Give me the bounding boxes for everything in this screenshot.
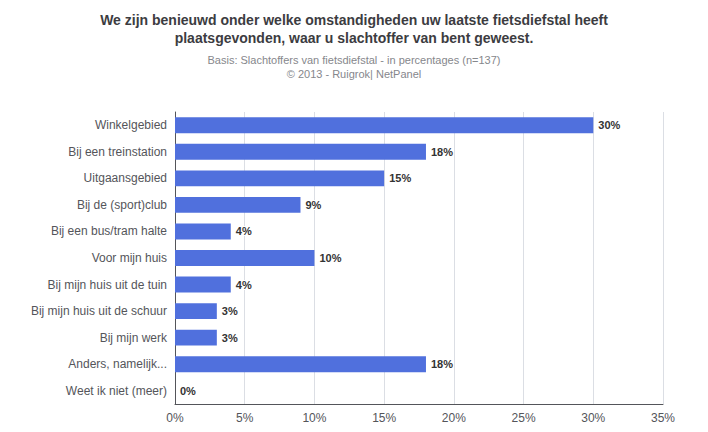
svg-text:5%: 5% [236,411,254,425]
svg-text:3%: 3% [222,305,238,317]
svg-text:Weet ik niet (meer): Weet ik niet (meer) [66,384,167,398]
svg-text:18%: 18% [431,358,453,370]
svg-text:Winkelgebied: Winkelgebied [95,118,167,132]
svg-text:4%: 4% [236,225,252,237]
svg-text:Bij mijn werk: Bij mijn werk [100,331,168,345]
svg-text:20%: 20% [442,411,466,425]
svg-text:0%: 0% [180,385,196,397]
svg-text:0%: 0% [166,411,184,425]
svg-text:35%: 35% [651,411,675,425]
svg-text:Uitgaansgebied: Uitgaansgebied [84,171,167,185]
svg-text:Bij mijn huis uit de schuur: Bij mijn huis uit de schuur [31,304,167,318]
svg-text:18%: 18% [431,146,453,158]
svg-text:Bij een bus/tram halte: Bij een bus/tram halte [51,224,167,238]
svg-text:10%: 10% [302,411,326,425]
svg-text:10%: 10% [319,252,341,264]
svg-text:3%: 3% [222,332,238,344]
svg-text:9%: 9% [305,199,321,211]
svg-text:Bij mijn huis uit de tuin: Bij mijn huis uit de tuin [48,278,167,292]
svg-text:30%: 30% [581,411,605,425]
svg-text:4%: 4% [236,279,252,291]
svg-text:Bij een treinstation: Bij een treinstation [68,145,167,159]
svg-text:30%: 30% [598,119,620,131]
svg-text:We zijn benieuwd onder welke o: We zijn benieuwd onder welke omstandighe… [100,12,608,28]
svg-text:Voor mijn huis: Voor mijn huis [92,251,167,265]
svg-text:© 2013 - Ruigrok| NetPanel: © 2013 - Ruigrok| NetPanel [287,68,421,80]
svg-text:plaatsgevonden, waar u slachto: plaatsgevonden, waar u slachtoffer van b… [175,30,534,46]
svg-text:Basis: Slachtoffers van fietsd: Basis: Slachtoffers van fietsdiefstal - … [208,54,501,66]
svg-text:15%: 15% [389,172,411,184]
svg-text:Bij de (sport)club: Bij de (sport)club [77,198,167,212]
svg-text:25%: 25% [512,411,536,425]
svg-text:Anders, namelijk...: Anders, namelijk... [68,357,167,371]
svg-text:15%: 15% [372,411,396,425]
